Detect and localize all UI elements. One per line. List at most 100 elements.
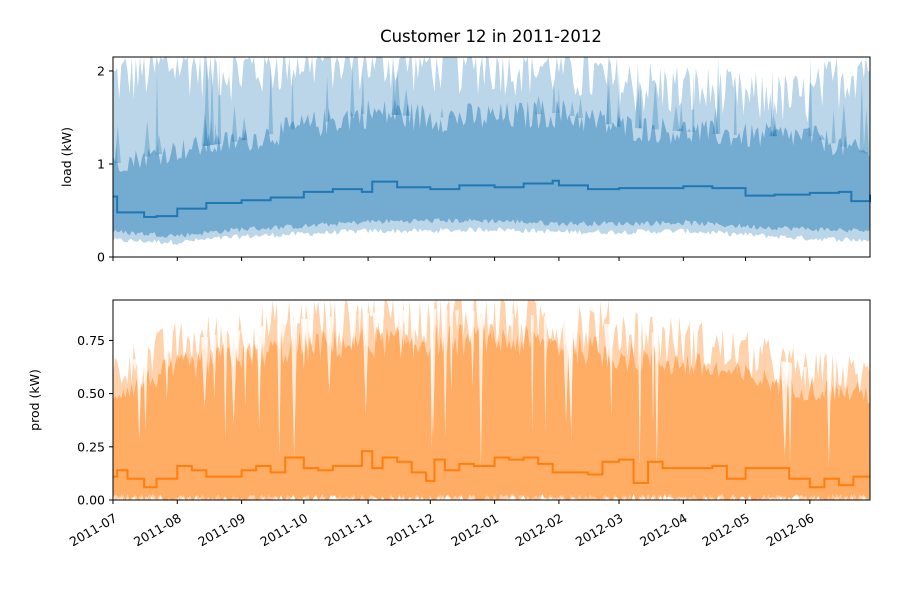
- prod-monthly-mean-line: [113, 450, 870, 489]
- load-spike: [209, 68, 215, 145]
- prod-dip: [442, 309, 448, 438]
- prod-dip: [803, 366, 807, 390]
- prod-dip: [212, 335, 217, 400]
- load-spike: [361, 71, 365, 114]
- load-percentile-bands: [113, 57, 870, 245]
- load-spike: [606, 81, 610, 125]
- load-monthly-mean-line: [113, 179, 871, 218]
- prod-dip: [325, 316, 333, 393]
- prod-dip: [243, 329, 248, 408]
- load-spike: [692, 70, 695, 133]
- prod-dip: [449, 309, 454, 395]
- load-spike: [733, 84, 737, 136]
- load-spike: [534, 94, 543, 115]
- prod-dip: [429, 308, 437, 439]
- y-tick-label: 1: [97, 156, 105, 171]
- load-spike: [325, 76, 330, 122]
- prod-dip: [609, 324, 614, 417]
- prod-dip: [290, 320, 298, 459]
- chart-title: Customer 12 in 2011-2012: [380, 27, 602, 46]
- prod-dip: [256, 326, 262, 431]
- load-spike: [606, 79, 612, 125]
- load-spike: [217, 59, 222, 144]
- load-spike: [203, 120, 208, 146]
- y-tick-label: 2: [97, 63, 105, 78]
- prod-dip: [566, 318, 573, 384]
- prod-dip: [136, 357, 142, 441]
- load-spike: [242, 129, 246, 141]
- prod-axes-frame: [112, 299, 871, 501]
- load-spike: [268, 66, 274, 135]
- prod-dip: [362, 312, 370, 415]
- load-spike: [768, 130, 776, 137]
- load-y-axis-label: load (kW): [59, 127, 74, 187]
- prod-dip: [358, 313, 362, 337]
- load-spike: [156, 134, 163, 154]
- prod-dip: [397, 310, 405, 360]
- load-spike: [617, 69, 621, 127]
- load-spike: [143, 120, 151, 157]
- prod-dip: [143, 355, 148, 431]
- prod-dip: [235, 330, 241, 363]
- load-panel: 0 1 2 load (kW): [59, 56, 871, 265]
- prod-dip: [570, 318, 573, 447]
- load-spike: [557, 87, 561, 113]
- prod-dip: [788, 362, 793, 463]
- load-spike: [772, 122, 777, 137]
- prod-dip: [781, 361, 789, 458]
- load-spike: [616, 108, 620, 127]
- prod-dip: [223, 333, 228, 441]
- load-spike: [638, 115, 642, 129]
- load-spike: [391, 71, 396, 115]
- prod-dip: [530, 315, 534, 434]
- load-spikes: [114, 58, 870, 164]
- prod-dip: [470, 311, 475, 388]
- load-spike: [678, 104, 684, 132]
- load-spike: [635, 64, 641, 129]
- load-spike: [840, 103, 848, 147]
- prod-dip: [826, 369, 832, 469]
- prod-dip: [638, 329, 642, 468]
- load-spike: [402, 88, 410, 116]
- prod-dip: [351, 314, 357, 350]
- load-spike: [577, 97, 584, 118]
- prod-dip: [654, 333, 659, 470]
- prod-band-outer: [113, 300, 870, 500]
- load-spike: [687, 128, 692, 132]
- load-spike: [349, 67, 355, 117]
- load-spike: [676, 128, 684, 132]
- y-tick-label: 0: [97, 250, 105, 265]
- prod-dip: [248, 328, 254, 349]
- load-spike: [831, 109, 836, 144]
- load-spike: [115, 144, 118, 164]
- prod-dip: [549, 316, 556, 326]
- y-tick-label: 0.25: [77, 439, 105, 454]
- load-y-ticks: 0 1 2: [97, 63, 113, 265]
- load-spike: [818, 134, 825, 140]
- load-spike: [808, 58, 813, 137]
- prod-dip: [201, 337, 209, 409]
- prod-dip: [543, 316, 547, 432]
- load-spike: [391, 99, 399, 115]
- prod-dip: [782, 361, 790, 388]
- load-spike: [772, 116, 777, 137]
- prod-dip: [132, 359, 138, 372]
- load-spike: [863, 108, 870, 154]
- y-tick-label: 0.50: [77, 386, 105, 401]
- prod-dip: [230, 331, 238, 426]
- load-spike: [208, 120, 214, 146]
- prod-dip: [772, 359, 780, 382]
- prod-band-inner: [113, 323, 870, 500]
- load-spike: [672, 105, 680, 131]
- load-axes-frame: [112, 56, 871, 258]
- load-spike: [651, 81, 659, 130]
- load-spike: [448, 116, 453, 118]
- load-spike: [213, 134, 220, 145]
- load-spike: [712, 107, 719, 134]
- load-spike: [201, 112, 209, 147]
- prod-dip: [164, 346, 169, 401]
- load-x-ticks: [112, 257, 811, 261]
- load-spike: [114, 125, 121, 163]
- y-tick-label: 0.00: [77, 493, 105, 508]
